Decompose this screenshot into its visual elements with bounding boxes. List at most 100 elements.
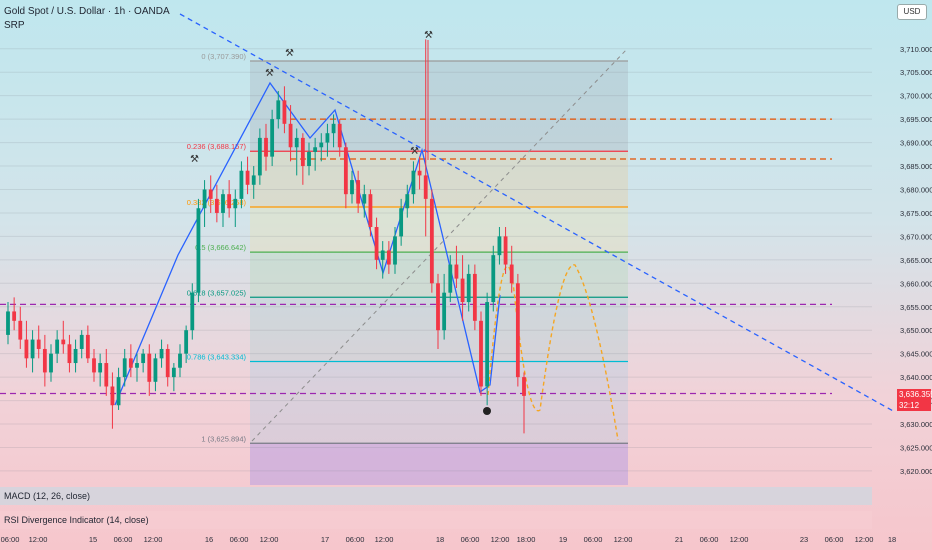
fib-retracement[interactable]: 0 (3,707.390)0.236 (3,688.157)0.382 (3,6… <box>187 52 628 444</box>
indicator-label: SRP <box>4 20 25 31</box>
fib-zone <box>250 207 628 253</box>
candle-body <box>497 236 502 256</box>
time-tick-label: 18:00 <box>517 535 536 544</box>
time-tick-label: 21 <box>675 535 683 544</box>
candle-body <box>42 348 47 373</box>
candle-body <box>141 353 146 364</box>
candle-body <box>135 363 139 368</box>
fib-diagonal <box>251 47 629 442</box>
price-tick-label: 3,685.000 <box>900 162 932 171</box>
candle-body <box>380 250 385 260</box>
candle-body <box>343 147 348 195</box>
descending-trendline[interactable] <box>179 13 896 413</box>
horizontal-levels <box>0 118 832 395</box>
time-tick-label: 12:00 <box>375 535 394 544</box>
candle-body <box>165 348 170 378</box>
candle-body <box>522 377 526 396</box>
candle-body <box>337 123 342 148</box>
time-tick-label: 17 <box>321 535 329 544</box>
candle-body <box>6 311 10 335</box>
candle-body <box>325 133 330 143</box>
candle-body <box>116 377 121 406</box>
price-tick-label: 3,655.000 <box>900 303 932 312</box>
candle-body <box>485 302 490 387</box>
candle-body <box>300 137 305 167</box>
candle-body <box>294 137 299 148</box>
time-tick-label: 06:00 <box>700 535 719 544</box>
time-tick-label: 16 <box>205 535 213 544</box>
candle-body <box>98 363 103 373</box>
macd-pane[interactable]: MACD (12, 26, close) <box>0 487 872 505</box>
time-tick-label: 23 <box>800 535 808 544</box>
candle-body <box>313 147 318 152</box>
fib-zones <box>250 61 628 485</box>
price-tick-label: 3,680.000 <box>900 185 932 194</box>
candle-body <box>55 339 60 354</box>
candle-body <box>288 123 293 148</box>
candle-body <box>423 175 428 199</box>
candle-body <box>128 358 133 368</box>
candle-body <box>92 358 96 373</box>
price-tick-label: 3,630.000 <box>900 420 932 429</box>
symbol-title: Gold Spot / U.S. Dollar · 1h · OANDA <box>4 6 170 17</box>
time-tick-label: 06:00 <box>114 535 133 544</box>
price-tick-label: 3,690.000 <box>900 139 932 148</box>
candle-body <box>251 175 256 185</box>
fib-zone-extension <box>250 443 628 485</box>
time-tick-label: 15 <box>89 535 97 544</box>
time-tick-label: 06:00 <box>346 535 365 544</box>
fib-level-label: 0.786 (3,643.334) <box>187 352 247 361</box>
candle-body <box>227 194 232 209</box>
fib-zone <box>250 61 628 152</box>
hammer-icon: ⚒ <box>265 68 274 79</box>
time-tick-label: 12:00 <box>614 535 633 544</box>
candle-body <box>411 170 416 195</box>
candle-body <box>472 273 477 321</box>
time-tick-label: 06:00 <box>584 535 603 544</box>
time-tick-label: 12:00 <box>260 535 279 544</box>
rsi-pane[interactable]: RSI Divergence Indicator (14, close) <box>0 511 872 529</box>
candle-body <box>184 330 189 354</box>
candle-body <box>36 339 41 349</box>
candle-body <box>171 367 176 378</box>
fib-level-label: 0 (3,707.390) <box>201 52 246 61</box>
candle-body <box>190 292 195 331</box>
candle-body <box>479 320 483 387</box>
price-tick-label: 3,695.000 <box>900 115 932 124</box>
candle-body <box>368 194 373 228</box>
candle-body <box>405 194 410 209</box>
price-tick-label: 3,705.000 <box>900 68 932 77</box>
hammer-icon: ⚒ <box>190 154 199 165</box>
price-tick-label: 3,710.000 <box>900 45 932 54</box>
currency-button[interactable]: USD <box>897 4 927 20</box>
hammer-icon: ⚒ <box>410 146 419 157</box>
candle-body <box>393 236 397 265</box>
markers: ⚒ ⚒ ⚒ ⚒ ⚒ <box>190 30 491 415</box>
candle-body <box>85 334 90 359</box>
candle-body <box>454 264 459 279</box>
candle-body <box>147 353 152 382</box>
time-tick-label: 06:00 <box>230 535 249 544</box>
price-tick-label: 3,660.000 <box>900 279 932 288</box>
price-axis[interactable]: 3,710.000 3,705.000 3,700.000 3,695.000 3,69… <box>872 0 932 550</box>
time-tick-label: 06:00 <box>825 535 844 544</box>
time-axis[interactable]: 06:00 12:00 15 06:00 12:00 16 06:00 12:00 17 06:0… <box>1 535 897 544</box>
price-tick-label: 3,675.000 <box>900 209 932 218</box>
macd-label: MACD (12, 26, close) <box>4 491 91 501</box>
time-tick-label: 12:00 <box>730 535 749 544</box>
candle-body <box>24 339 29 359</box>
hammer-icon: ⚒ <box>424 30 433 41</box>
candle-body <box>79 334 84 349</box>
candle-body <box>448 264 453 293</box>
candle-body <box>233 198 238 209</box>
candle-body <box>257 137 262 176</box>
candle-body <box>503 236 508 265</box>
fib-level-label: 0.236 (3,688.157) <box>187 142 247 151</box>
bar-countdown: 32:12 <box>899 401 920 410</box>
candle-body <box>270 119 275 157</box>
candle-body <box>61 339 66 345</box>
candle-body <box>307 151 311 167</box>
candle-body <box>350 180 354 195</box>
candle-body <box>331 123 336 134</box>
